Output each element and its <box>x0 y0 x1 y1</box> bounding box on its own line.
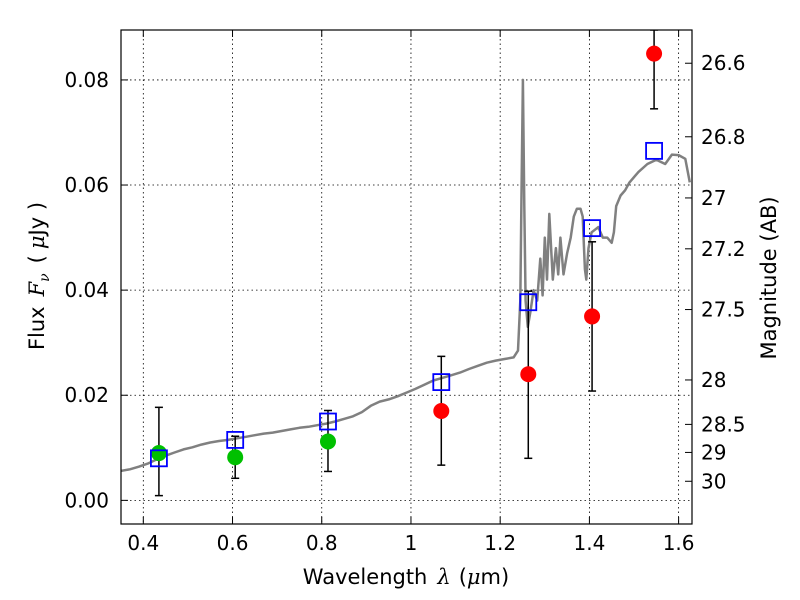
right-tick-label-1: 26.8 <box>701 125 746 149</box>
green-point-1 <box>227 449 244 466</box>
blue-square-3 <box>432 373 451 392</box>
blue-square-5 <box>583 219 601 238</box>
right-tick-label-8: 30 <box>701 469 726 493</box>
model-spectrum <box>121 78 692 473</box>
right-tick-label-7: 29 <box>701 440 726 464</box>
green-point-0 <box>150 445 167 462</box>
right-tick-label-3: 27.2 <box>701 237 746 261</box>
x-tick-label-1: 0.6 <box>217 531 249 555</box>
x-axis-label: Wavelength λ (μm) <box>303 565 509 589</box>
grid <box>121 30 692 524</box>
blue-square-4 <box>519 293 538 312</box>
right-tick-label-6: 28.5 <box>701 412 746 436</box>
red-point-3 <box>646 45 663 62</box>
y-axis-label: FluxFν(μJy ) <box>25 202 53 350</box>
right-tick-label-0: 26.6 <box>701 51 746 75</box>
red-point-0 <box>433 403 450 420</box>
model-spectrum-line <box>121 78 692 473</box>
axes-frame <box>120 29 693 525</box>
x-tick-label-0: 0.4 <box>127 531 159 555</box>
right-ticks: 26.6 26.8 27 27.2 27.5 28 28.5 29 30 <box>685 51 746 493</box>
error-bars <box>154 30 659 497</box>
plot-border <box>120 29 693 525</box>
y-tick-label-0: 0.00 <box>64 488 109 512</box>
blue-square-1 <box>226 431 245 449</box>
right-tick-label-5: 28 <box>701 368 726 392</box>
blue-square-0 <box>150 449 168 468</box>
y-tick-label-1: 0.02 <box>64 383 109 407</box>
x-tick-label-5: 1.4 <box>573 531 605 555</box>
x-tick-label-4: 1.2 <box>484 531 516 555</box>
blue-square-6 <box>645 141 663 160</box>
x-tick-label-2: 0.8 <box>306 531 338 555</box>
y-tick-label-3: 0.06 <box>64 173 109 197</box>
green-point-2 <box>319 433 336 450</box>
right-tick-label-4: 27.5 <box>701 298 746 322</box>
y-tick-label-4: 0.08 <box>64 68 109 92</box>
blue-square-2 <box>319 412 337 431</box>
x-ticks: 0.4 0.6 0.8 1 1.2 1.4 1.6 <box>127 30 695 555</box>
red-point-1 <box>520 366 537 383</box>
x-tick-label-3: 1 <box>405 531 418 555</box>
right-tick-label-2: 27 <box>701 186 726 210</box>
red-point-2 <box>584 308 601 325</box>
data-markers <box>150 45 663 468</box>
right-axis-label: Magnitude (AB) <box>757 196 781 359</box>
y-tick-label-2: 0.04 <box>64 278 109 302</box>
x-tick-label-6: 1.6 <box>663 531 695 555</box>
y-ticks: 0.00 0.02 0.04 0.06 0.08 <box>64 68 128 512</box>
